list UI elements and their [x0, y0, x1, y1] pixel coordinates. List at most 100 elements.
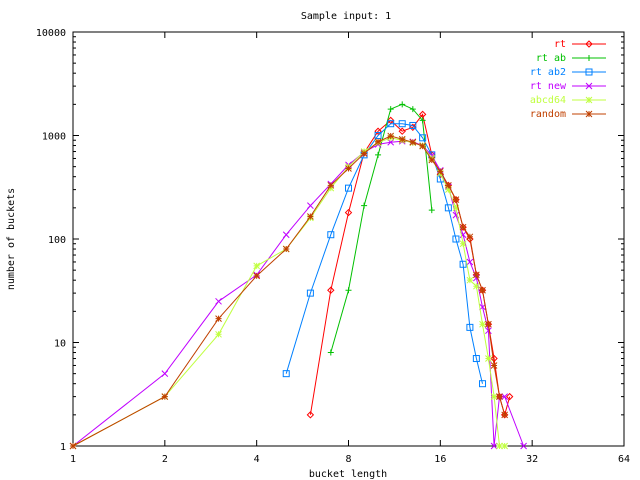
data-point — [399, 101, 406, 108]
y-tick-label: 100 — [48, 235, 66, 246]
data-point — [387, 120, 395, 128]
legend-label: rt — [554, 39, 566, 50]
legend-label: random — [530, 109, 566, 120]
data-point — [496, 442, 503, 450]
data-point — [360, 150, 368, 157]
data-point — [282, 245, 290, 253]
data-point — [161, 370, 169, 378]
data-point — [419, 142, 426, 150]
data-point — [327, 286, 335, 294]
data-point — [398, 127, 406, 135]
data-point — [398, 135, 406, 143]
x-axis-label: bucket length — [309, 469, 387, 480]
data-point — [466, 258, 474, 266]
data-point — [459, 260, 467, 268]
x-tick-label: 16 — [434, 454, 446, 465]
data-point — [409, 123, 417, 132]
x-tick-label: 64 — [618, 454, 630, 465]
data-point — [452, 204, 460, 212]
data-point — [327, 349, 334, 356]
data-point — [501, 442, 509, 450]
legend: rt rt ab rt ab2 rt new abcd64 random — [530, 39, 606, 120]
data-point — [452, 196, 460, 204]
data-point — [479, 320, 486, 328]
data-point — [472, 355, 480, 363]
data-point — [496, 393, 503, 400]
data-point — [215, 315, 222, 323]
data-point — [444, 204, 452, 212]
data-point — [344, 208, 353, 217]
data-point — [452, 235, 460, 243]
data-point — [585, 40, 593, 48]
data-point — [161, 393, 169, 400]
data-point — [387, 132, 395, 140]
data-point — [490, 442, 498, 450]
data-point — [585, 82, 593, 90]
data-point — [479, 380, 487, 388]
data-point — [307, 213, 314, 220]
data-point — [345, 287, 352, 294]
data-point — [306, 289, 314, 297]
data-point — [307, 202, 314, 210]
data-point — [215, 330, 222, 338]
data-point — [505, 392, 514, 401]
data-point — [361, 202, 368, 209]
data-point — [375, 151, 382, 158]
data-point — [409, 106, 416, 113]
data-point — [473, 271, 480, 279]
data-point — [445, 181, 452, 189]
data-point — [501, 411, 509, 419]
series-layer — [69, 101, 527, 450]
legend-label: rt ab — [536, 53, 566, 64]
x-tick-label: 8 — [345, 454, 351, 465]
data-point — [485, 327, 492, 335]
data-point — [374, 127, 382, 135]
x-tick-label: 2 — [162, 454, 168, 465]
data-point — [490, 362, 498, 369]
series-rt-new — [69, 137, 527, 450]
data-point — [282, 370, 290, 378]
series-rt — [306, 110, 514, 419]
data-point — [436, 168, 444, 175]
series-random — [69, 132, 509, 450]
data-point — [585, 96, 593, 104]
data-point — [69, 442, 77, 450]
data-point — [282, 231, 290, 239]
series-line — [72, 137, 505, 447]
data-point — [409, 138, 417, 146]
data-point — [485, 355, 492, 362]
data-point — [387, 106, 394, 113]
data-point — [345, 165, 352, 172]
data-point — [466, 233, 474, 241]
data-point — [327, 231, 335, 239]
y-tick-label: 1000 — [42, 132, 66, 143]
data-point — [501, 393, 509, 400]
data-point — [253, 272, 261, 280]
data-point — [520, 442, 527, 450]
data-point — [419, 117, 426, 124]
data-point — [479, 286, 486, 294]
legend-label: rt ab2 — [530, 67, 566, 78]
data-point — [586, 55, 592, 61]
series-line — [72, 135, 506, 447]
chart-title: Sample input: 1 — [301, 11, 391, 22]
series-rt-ab2 — [282, 120, 487, 388]
axis-ticks: 1 2 4 8 16 32 64 1 10 100 1000 10000 — [36, 28, 630, 465]
data-point — [306, 411, 315, 419]
x-tick-label: 4 — [254, 454, 260, 465]
data-point — [418, 110, 427, 119]
data-point — [585, 68, 593, 76]
data-point — [459, 240, 467, 248]
data-point — [585, 110, 593, 118]
series-rt-ab — [327, 101, 435, 356]
series-line — [72, 140, 525, 447]
data-point — [473, 282, 480, 290]
x-tick-label: 1 — [70, 454, 76, 465]
data-point — [374, 138, 382, 146]
data-point — [445, 186, 452, 193]
y-tick-label: 10000 — [36, 28, 66, 39]
data-point — [428, 156, 436, 164]
data-point — [409, 121, 417, 129]
data-point — [398, 120, 406, 128]
